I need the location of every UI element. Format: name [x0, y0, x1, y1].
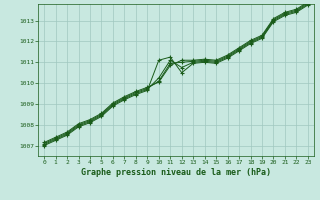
- X-axis label: Graphe pression niveau de la mer (hPa): Graphe pression niveau de la mer (hPa): [81, 168, 271, 177]
